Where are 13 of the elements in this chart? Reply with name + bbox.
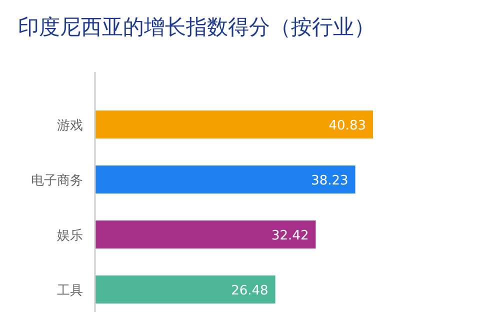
bar [95,276,276,304]
data-label: 32.42 [272,228,309,244]
data-label: 40.83 [328,118,366,134]
y-tick-label: 娱乐 [57,228,83,244]
data-label: 38.23 [311,174,348,188]
bar [95,220,316,248]
y-tick-label: 游戏 [57,118,83,134]
bar [95,110,373,138]
chart-title: 印度尼西亚的增长指数得分（按行业） [18,15,375,39]
bar [95,166,356,194]
y-tick-label: 工具 [57,284,83,298]
y-tick-label: 电子商务 [31,174,83,188]
data-label: 26.48 [231,284,268,298]
